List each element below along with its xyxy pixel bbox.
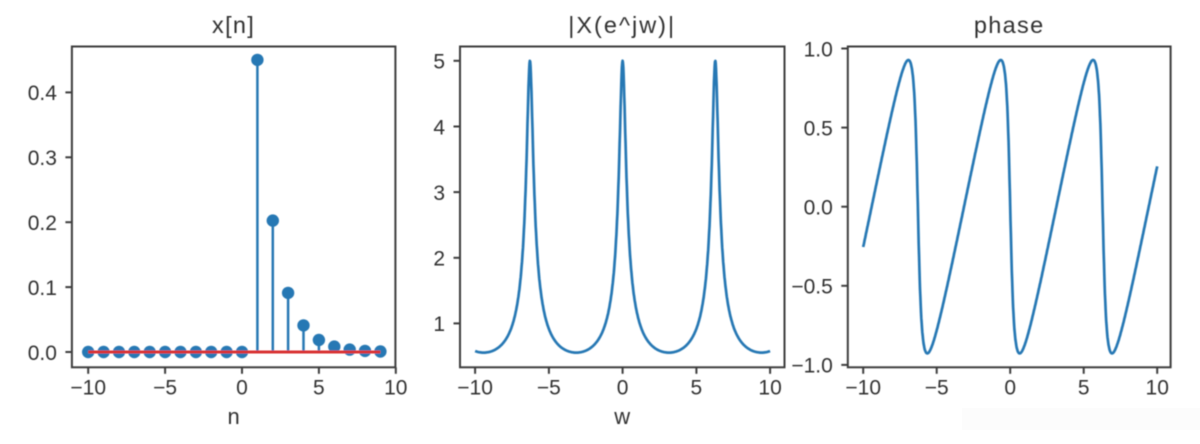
svg-text:−5: −5 [925,377,949,400]
svg-text:3: 3 [433,182,445,205]
svg-text:1.0: 1.0 [804,38,833,61]
svg-text:0: 0 [236,377,248,400]
svg-text:−10: −10 [70,377,106,400]
svg-text:1: 1 [433,313,445,336]
svg-text:−10: −10 [845,377,881,400]
svg-text:5: 5 [313,377,325,400]
svg-text:0: 0 [1004,377,1016,400]
svg-text:0.0: 0.0 [804,197,833,220]
svg-text:x[n]: x[n] [212,12,255,38]
svg-text:0.4: 0.4 [28,82,58,105]
svg-text:10: 10 [384,377,407,400]
svg-text:0.5: 0.5 [804,117,833,140]
svg-text:0: 0 [617,377,629,400]
svg-text:−5: −5 [537,377,561,400]
svg-text:−0.5: −0.5 [791,276,832,299]
svg-text:0.1: 0.1 [28,277,57,300]
svg-text:phase: phase [974,12,1045,38]
svg-text:0.3: 0.3 [28,147,57,170]
svg-text:−10: −10 [457,377,493,400]
svg-text:2: 2 [433,248,445,271]
svg-text:10: 10 [758,377,781,400]
svg-text:n: n [227,404,239,429]
svg-text:4: 4 [433,116,445,139]
svg-text:|X(e^jw)|: |X(e^jw)| [568,12,676,38]
svg-text:5: 5 [1078,377,1090,400]
svg-text:w: w [613,404,630,429]
svg-text:−5: −5 [153,377,177,400]
svg-text:5: 5 [691,377,703,400]
svg-text:10: 10 [1146,377,1169,400]
svg-text:0.2: 0.2 [28,212,57,235]
svg-text:5: 5 [433,51,445,74]
svg-text:0.0: 0.0 [28,342,57,365]
svg-text:−1.0: −1.0 [791,355,832,378]
